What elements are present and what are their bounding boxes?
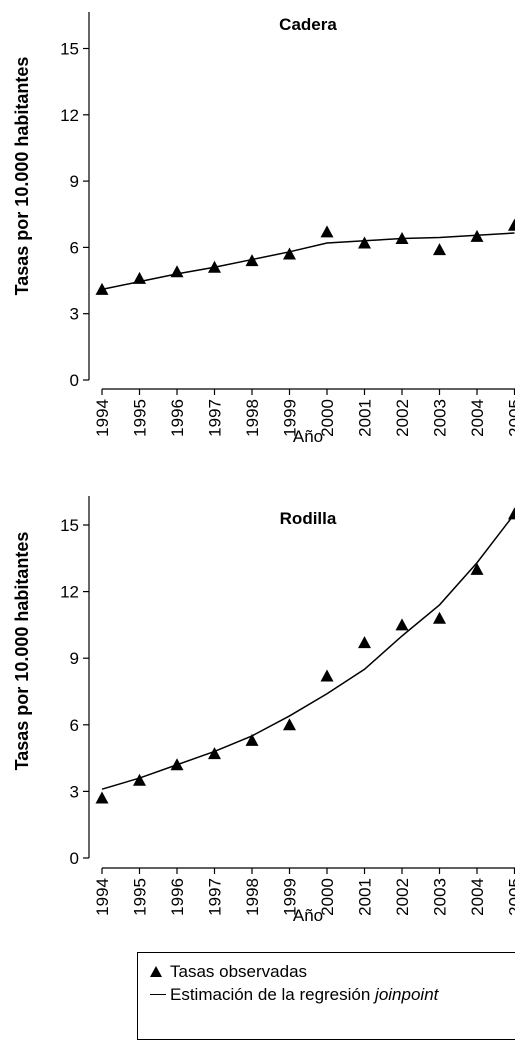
y-tick-label: 9: [70, 172, 79, 191]
x-tick-label: 2003: [431, 399, 450, 437]
observed-point: [283, 718, 296, 731]
x-tick-label: 2001: [356, 399, 375, 437]
y-tick-label: 12: [60, 583, 79, 602]
y-tick-label: 3: [70, 305, 79, 324]
x-tick-label: 2000: [318, 878, 337, 916]
x-tick-label: 1995: [131, 878, 150, 916]
y-tick-label: 15: [60, 516, 79, 535]
x-tick-label: 1994: [93, 878, 112, 916]
y-tick-label: 0: [70, 371, 79, 390]
observed-point: [95, 791, 109, 804]
observed-point: [358, 636, 371, 649]
y-axis-label: Tasas por 10.000 habitantes: [12, 57, 32, 296]
triangle-marker-icon: [150, 966, 162, 977]
observed-point: [133, 271, 146, 284]
observed-point: [320, 669, 334, 682]
observed-point: [320, 225, 334, 238]
y-tick-label: 15: [60, 40, 79, 59]
x-tick-label: 1994: [93, 399, 112, 437]
observed-point: [508, 507, 515, 520]
x-tick-label: 2002: [393, 878, 412, 916]
x-tick-label: 1999: [281, 878, 300, 916]
x-tick-label: 2001: [356, 878, 375, 916]
observed-point: [395, 618, 409, 631]
legend-observed-label: Tasas observadas: [170, 962, 308, 981]
panel-rodilla: 0 3 6 9 12 15 1994 1995 1996 1997 1998 1999 2000 2001…: [12, 496, 515, 925]
y-tick-label: 6: [70, 716, 79, 735]
x-tick-label: 1996: [168, 399, 187, 437]
observed-point: [245, 733, 259, 746]
observed-point: [433, 243, 446, 256]
x-tick-label: 1997: [206, 878, 225, 916]
x-tick-label: 2004: [468, 399, 487, 437]
observed-point: [208, 260, 221, 273]
x-tick-label: 1995: [131, 399, 150, 437]
line-marker-icon: [150, 994, 166, 995]
chart-title: Rodilla: [280, 509, 337, 528]
x-tick-label: 2002: [393, 399, 412, 437]
chart-title: Cadera: [279, 15, 337, 34]
y-tick-label: 3: [70, 782, 79, 801]
legend-estimate-italic: joinpoint: [375, 985, 439, 1004]
x-tick-label: 2004: [468, 878, 487, 916]
y-tick-label: 12: [60, 106, 79, 125]
x-tick-label: 1999: [281, 399, 300, 437]
x-tick-label: 2005: [506, 878, 515, 916]
observed-point: [170, 758, 184, 771]
x-tick-label: 2003: [431, 878, 450, 916]
legend: Tasas observadas Estimación de la regres…: [137, 952, 515, 1040]
x-axis-label: Año: [293, 427, 323, 446]
observed-point: [245, 254, 259, 267]
panel-cadera: 0 3 6 9 12 15 1994 1995 1996 1997 1998 1999 2000 2001…: [12, 12, 515, 446]
observed-point: [133, 773, 146, 786]
x-tick-label: 1998: [243, 878, 262, 916]
observed-point: [470, 229, 484, 242]
joinpoint-estimate-line: [101, 232, 515, 291]
legend-item-estimate: Estimación de la regresión joinpoint: [150, 985, 438, 1005]
legend-estimate-label: Estimación de la regresión: [170, 985, 376, 1004]
joinpoint-estimate-line: [101, 513, 515, 790]
y-tick-label: 9: [70, 649, 79, 668]
observed-point: [470, 562, 484, 575]
observed-point: [170, 265, 184, 278]
x-tick-label: 1996: [168, 878, 187, 916]
observed-point: [508, 218, 515, 231]
x-axis-label: Año: [293, 906, 323, 925]
x-tick-label: 1998: [243, 399, 262, 437]
observed-point: [208, 747, 221, 760]
x-tick-label: 1997: [206, 399, 225, 437]
x-tick-label: 2005: [506, 399, 515, 437]
observed-point: [95, 282, 109, 295]
y-tick-label: 6: [70, 238, 79, 257]
observed-point: [395, 232, 409, 245]
y-tick-label: 0: [70, 849, 79, 868]
x-tick-label: 2000: [318, 399, 337, 437]
observed-point: [433, 611, 446, 624]
observed-point: [358, 236, 371, 249]
y-axis-label: Tasas por 10.000 habitantes: [12, 532, 32, 771]
legend-item-observed: Tasas observadas: [150, 962, 307, 982]
observed-point: [283, 247, 296, 260]
